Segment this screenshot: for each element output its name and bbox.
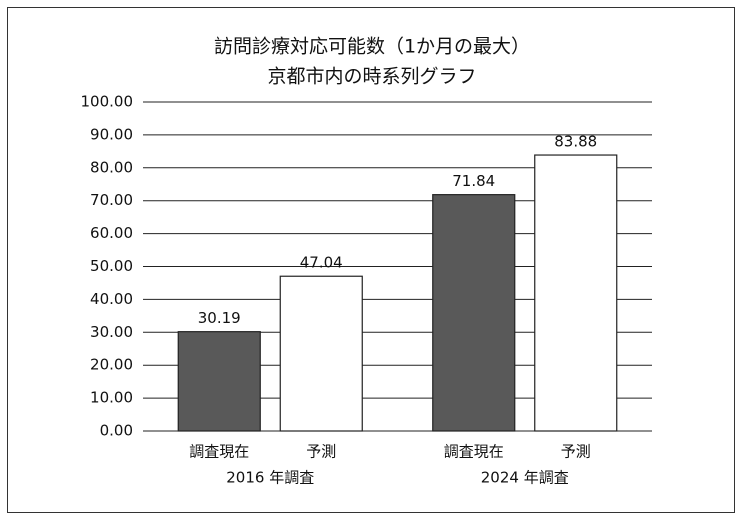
- x-tick-label: 予測: [306, 443, 336, 461]
- chart-title: 訪問診療対応可能数（1か月の最大）: [214, 36, 530, 58]
- y-tick-label: 40.00: [90, 290, 133, 308]
- value-label: 83.88: [554, 133, 597, 151]
- y-tick-label: 60.00: [90, 224, 133, 242]
- group-label: 2016 年調査: [226, 469, 314, 487]
- y-tick-label: 90.00: [90, 125, 133, 143]
- bar: [279, 275, 363, 432]
- y-tick-label: 30.00: [90, 323, 133, 341]
- y-tick-label: 20.00: [90, 356, 133, 374]
- value-label: 71.84: [452, 172, 495, 190]
- chart-subtitle: 京都市内の時系列グラフ: [267, 66, 476, 88]
- x-tick-label: 予測: [561, 443, 591, 461]
- value-label: 47.04: [300, 254, 343, 272]
- bar: [432, 194, 516, 432]
- x-tick-label: 調査現在: [189, 443, 249, 461]
- y-tick-label: 70.00: [90, 191, 133, 209]
- bar: [177, 331, 261, 432]
- bar: [534, 154, 618, 432]
- value-label: 30.19: [198, 309, 241, 327]
- y-tick-label: 10.00: [90, 389, 133, 407]
- group-label: 2024 年調査: [481, 469, 569, 487]
- y-tick-label: 80.00: [90, 158, 133, 176]
- y-tick-label: 100.00: [81, 93, 134, 111]
- y-tick-label: 0.00: [100, 422, 133, 440]
- x-tick-label: 調査現在: [444, 443, 504, 461]
- y-tick-label: 50.00: [90, 257, 133, 275]
